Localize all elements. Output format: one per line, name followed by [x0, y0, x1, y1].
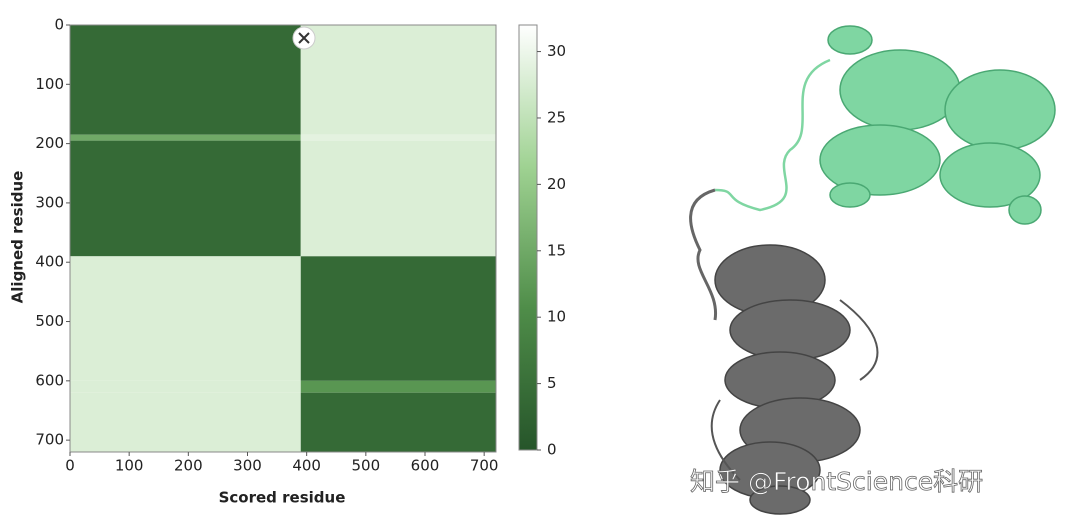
heat-cell — [300, 134, 496, 141]
y-tick-label: 400 — [35, 253, 64, 271]
y-tick-label: 500 — [35, 312, 64, 330]
heat-cell — [70, 140, 301, 257]
heat-cell — [70, 134, 301, 141]
x-tick-label: 100 — [115, 457, 144, 475]
heat-cell — [300, 380, 496, 393]
colorbar-tick-label: 20 — [547, 175, 566, 193]
heat-cell — [70, 25, 301, 135]
colorbar-tick-label: 30 — [547, 42, 566, 60]
plot-frame — [69, 24, 497, 453]
colorbar-tick-label: 10 — [547, 308, 566, 326]
x-tick-label: 0 — [65, 457, 75, 475]
x-axis-label: Scored residue — [219, 489, 346, 507]
y-tick-label: 100 — [35, 75, 64, 93]
heat-cell — [300, 25, 496, 135]
colorbar-tick-label: 0 — [547, 441, 557, 459]
x-tick-label: 200 — [174, 457, 203, 475]
colorbar-tick-label: 25 — [547, 108, 566, 126]
colorbar-tick-label: 5 — [547, 374, 557, 392]
heat-cell — [70, 392, 301, 452]
y-tick-label: 200 — [35, 134, 64, 152]
y-axis-label: Aligned residue — [9, 171, 27, 304]
heat-cell — [300, 140, 496, 257]
x-tick-label: 300 — [233, 457, 262, 475]
heat-cell — [70, 380, 301, 393]
heat-cell — [300, 392, 496, 452]
colorbar — [518, 24, 538, 451]
watermark: 知乎 @FrontScience科研 — [690, 467, 983, 496]
close-button[interactable] — [292, 26, 316, 50]
y-tick-label: 700 — [35, 431, 64, 449]
colorbar-tick-label: 15 — [547, 241, 566, 259]
x-tick-label: 700 — [470, 457, 499, 475]
x-tick-label: 600 — [411, 457, 440, 475]
protein-structure — [689, 25, 1056, 515]
y-tick-label: 600 — [35, 371, 64, 389]
heat-cell — [70, 256, 301, 381]
heat-cell — [300, 256, 496, 381]
x-tick-label: 500 — [352, 457, 381, 475]
x-tick-label: 400 — [292, 457, 321, 475]
heatmap — [70, 25, 496, 452]
y-tick-label: 0 — [54, 16, 64, 34]
y-tick-label: 300 — [35, 193, 64, 211]
